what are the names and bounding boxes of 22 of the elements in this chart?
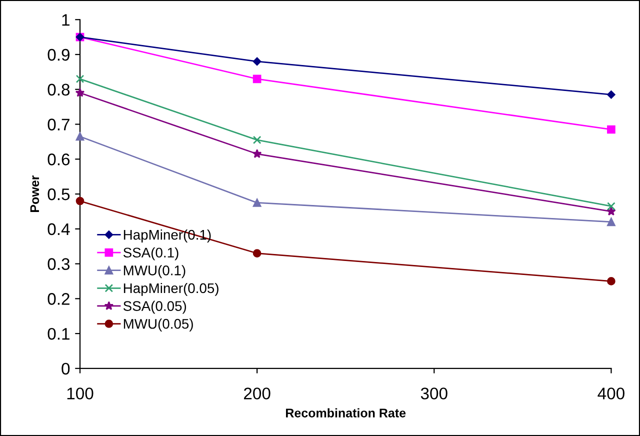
y-tick-label: 1 — [62, 14, 70, 26]
legend-label: MWU(0.1) — [124, 265, 186, 278]
legend-label: MWU(0.05) — [124, 318, 193, 332]
y-tick-label: 0.5 — [48, 188, 70, 200]
x-axis-title: Recombination Rate — [286, 408, 406, 418]
y-axis-title: Power — [30, 175, 40, 212]
legend-label: SSA(0.1) — [123, 247, 178, 260]
y-tick-label: 0.3 — [48, 258, 70, 270]
y-tick-label: 0.6 — [48, 154, 70, 166]
y-tick-label: 0.4 — [48, 223, 70, 236]
y-tick-label: 0.1 — [48, 328, 70, 340]
y-tick-label: 0.7 — [48, 118, 70, 130]
y-tick-label: 0.8 — [48, 84, 70, 96]
x-tick-label: 300 — [420, 388, 448, 400]
y-tick-label: 0 — [62, 362, 70, 375]
legend-label: HapMiner(0.05) — [124, 282, 218, 296]
x-tick-label: 400 — [598, 388, 624, 400]
y-tick-label: 0.9 — [48, 48, 70, 61]
y-tick-label: 0.2 — [48, 293, 70, 305]
x-tick-label: 200 — [244, 388, 270, 400]
legend-label: SSA(0.05) — [123, 300, 186, 314]
x-tick-label: 100 — [67, 388, 94, 400]
